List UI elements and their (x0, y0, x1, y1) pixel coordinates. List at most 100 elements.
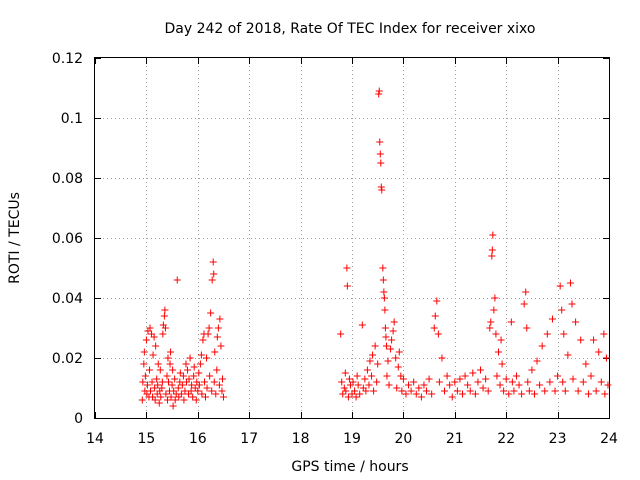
data-point (155, 399, 163, 407)
data-point (181, 387, 189, 395)
data-point (568, 300, 576, 308)
data-point (189, 393, 197, 401)
data-point (343, 264, 351, 272)
x-tick-label: 16 (189, 431, 207, 447)
data-point (158, 384, 166, 392)
data-point (464, 381, 472, 389)
data-point (337, 330, 345, 338)
data-point (164, 354, 172, 362)
data-point (488, 252, 496, 260)
data-point (169, 366, 177, 374)
x-tick-label: 17 (240, 431, 258, 447)
data-point (161, 306, 169, 314)
data-point (487, 318, 495, 326)
data-point (205, 324, 213, 332)
data-point (152, 342, 160, 350)
data-point (377, 159, 385, 167)
data-point (173, 276, 181, 284)
y-axis-label: ROTI / TECUs (7, 192, 23, 284)
data-point (380, 294, 388, 302)
data-point (471, 390, 479, 398)
data-point (491, 294, 499, 302)
data-point (197, 351, 205, 359)
data-point (138, 396, 146, 404)
data-point (597, 378, 605, 386)
data-point (171, 375, 179, 383)
data-point (171, 396, 179, 404)
data-point (218, 375, 226, 383)
x-tick-label: 19 (343, 431, 361, 447)
data-point (564, 351, 572, 359)
data-point (368, 372, 376, 380)
data-point (213, 333, 221, 341)
data-point (482, 375, 490, 383)
x-tick-label: 15 (137, 431, 155, 447)
data-point (466, 387, 474, 395)
data-point (146, 324, 154, 332)
data-point (382, 333, 390, 341)
data-point (361, 375, 369, 383)
data-point (376, 150, 384, 158)
y-tick-label: 0.04 (52, 291, 83, 307)
data-point (208, 387, 216, 395)
data-point (140, 360, 148, 368)
data-point (174, 384, 182, 392)
x-tick-label: 18 (292, 431, 310, 447)
data-point (510, 387, 518, 395)
data-point (373, 378, 381, 386)
data-point (502, 375, 510, 383)
data-point (366, 357, 374, 365)
data-point (492, 330, 500, 338)
data-point (469, 369, 477, 377)
data-point (213, 366, 221, 374)
data-point (342, 387, 350, 395)
data-point (412, 390, 420, 398)
data-point (533, 357, 541, 365)
data-point (187, 387, 195, 395)
data-point (195, 381, 203, 389)
data-point (399, 375, 407, 383)
data-point (446, 381, 454, 389)
data-point (490, 306, 498, 314)
data-point (190, 372, 198, 380)
data-point (407, 387, 415, 395)
data-point (512, 372, 520, 380)
data-point (142, 336, 150, 344)
x-tick-label: 14 (86, 431, 104, 447)
data-point (167, 348, 175, 356)
data-point (493, 372, 501, 380)
data-point (165, 378, 173, 386)
data-point (140, 348, 148, 356)
data-point (196, 360, 204, 368)
data-point (451, 378, 459, 386)
data-point (541, 387, 549, 395)
data-point (178, 381, 186, 389)
data-point (393, 384, 401, 392)
grid-lines (95, 58, 609, 418)
data-point (524, 378, 532, 386)
y-tick-label: 0.06 (52, 231, 83, 247)
data-point (554, 372, 562, 380)
data-point (206, 372, 214, 380)
data-point (375, 87, 383, 95)
data-point (179, 372, 187, 380)
data-point (518, 390, 526, 398)
data-point (382, 342, 390, 350)
data-point (214, 324, 222, 332)
data-point (402, 390, 410, 398)
data-point (566, 279, 574, 287)
data-point (423, 387, 431, 395)
data-point (180, 396, 188, 404)
data-point (498, 360, 506, 368)
data-point (341, 369, 349, 377)
data-point (543, 330, 551, 338)
data-point (479, 384, 487, 392)
data-point (434, 330, 442, 338)
data-point (592, 387, 600, 395)
data-point (207, 309, 215, 317)
data-point (154, 381, 162, 389)
data-point (390, 318, 398, 326)
data-point (162, 390, 170, 398)
data-point (194, 387, 202, 395)
data-point (159, 330, 167, 338)
